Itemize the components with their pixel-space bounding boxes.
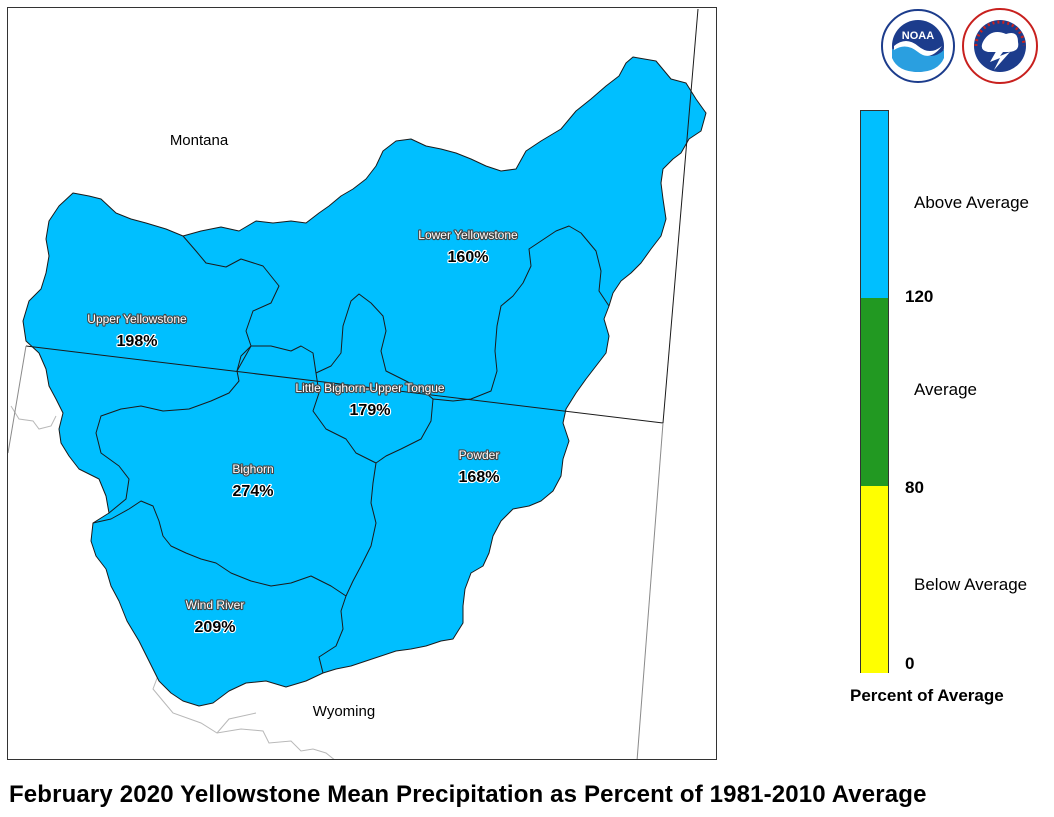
basin-divide — [315, 293, 434, 464]
legend-color-bar — [860, 110, 889, 673]
basin-percent-wind-river: 209% — [195, 619, 236, 636]
legend-swatch-above-average — [861, 111, 888, 298]
basin-percent-upper-yellowstone: 198% — [117, 333, 158, 350]
legend-tick-120: 120 — [905, 287, 934, 306]
state-label-wyoming: Wyoming — [313, 703, 375, 720]
basin-percent-lower-yellowstone: 160% — [448, 249, 489, 266]
legend-swatch-average — [861, 298, 888, 486]
legend-tick-0: 0 — [905, 654, 915, 673]
basin-name-upper-yellowstone[interactable]: Upper Yellowstone — [86, 311, 188, 327]
basin-outline — [22, 56, 707, 707]
basin-percent-little-bighorn-upper-tongue: 179% — [350, 402, 391, 419]
nws-logo — [962, 8, 1038, 84]
west-border — [8, 345, 27, 454]
legend-label-average: Average — [914, 380, 978, 399]
legend-label-below-average: Below Average — [914, 575, 1028, 594]
basin-name-bighorn[interactable]: Bighorn — [231, 461, 275, 477]
montana-east-border — [662, 8, 699, 424]
page-title: February 2020 Yellowstone Mean Precipita… — [9, 781, 927, 808]
basin-name-little-bighorn-upper-tongue[interactable]: Little Bighorn-Upper Tongue — [294, 380, 446, 396]
yellowstone-basin-area — [23, 57, 706, 706]
legend-label-above-average: Above Average — [914, 193, 1029, 212]
basin-divide — [95, 235, 280, 514]
legend-title: Percent of Average — [850, 686, 1004, 705]
basin-divide — [432, 225, 610, 402]
basin-name-lower-yellowstone[interactable]: Lower Yellowstone — [417, 227, 519, 243]
agency-logos: NOAA — [881, 8, 1038, 84]
basin-divide — [92, 500, 347, 597]
montana-wyoming-border — [25, 345, 664, 424]
basin-name-wind-river[interactable]: Wind River — [185, 597, 246, 613]
county-line — [10, 405, 57, 430]
basin-name-powder[interactable]: Powder — [458, 447, 501, 463]
basin-map: Montana Wyoming Upper Yellowstone 198% L… — [8, 8, 707, 759]
svg-text:NOAA: NOAA — [902, 30, 934, 42]
state-label-montana: Montana — [170, 132, 229, 149]
legend-swatch-below-average — [861, 486, 888, 673]
wyoming-east-border — [636, 422, 664, 759]
map-frame: Montana Wyoming Upper Yellowstone 198% L… — [7, 7, 717, 760]
county-line — [152, 672, 335, 759]
basin-percent-bighorn: 274% — [233, 483, 274, 500]
county-line — [216, 712, 257, 734]
noaa-logo: NOAA — [881, 9, 955, 83]
legend-tick-80: 80 — [905, 478, 924, 497]
basin-percent-powder: 168% — [459, 469, 500, 486]
